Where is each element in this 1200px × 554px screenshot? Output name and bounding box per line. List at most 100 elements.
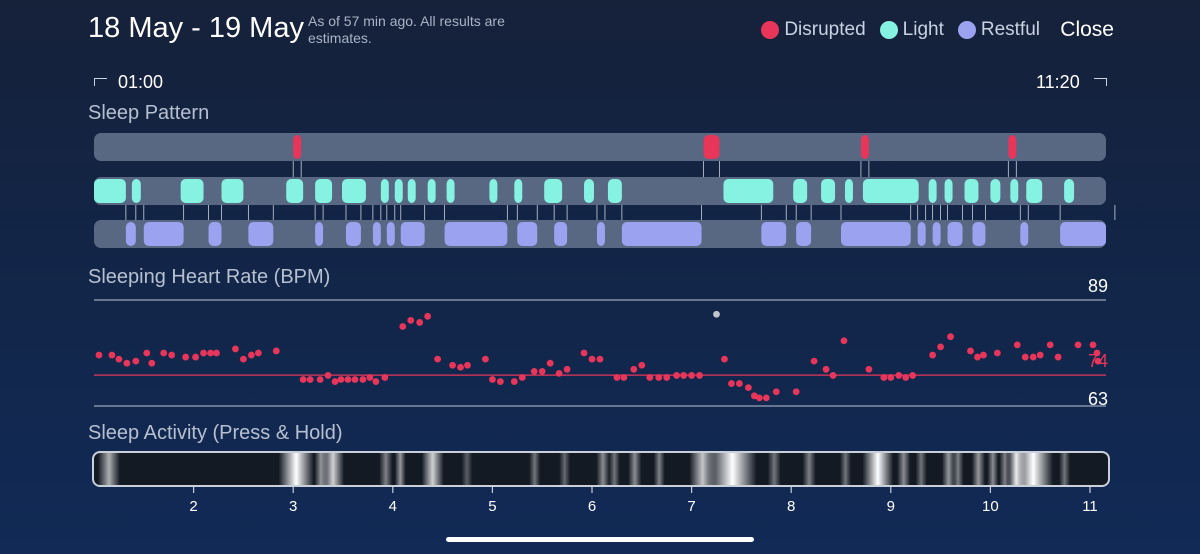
hr-point <box>947 333 954 341</box>
hr-point <box>372 378 380 385</box>
hr-point <box>123 359 131 367</box>
activity-band <box>421 453 444 485</box>
light-segment <box>1026 179 1043 203</box>
activity-band <box>802 453 816 485</box>
hr-point <box>407 316 415 324</box>
hr-point <box>762 394 770 402</box>
restful-segment <box>208 222 222 246</box>
hr-point <box>299 376 307 383</box>
light-dot-icon <box>879 21 898 39</box>
sleep-activity-bar[interactable] <box>92 451 1110 487</box>
hr-point <box>306 376 314 383</box>
activity-band <box>708 453 757 485</box>
restful-segment <box>621 222 702 246</box>
hr-point <box>1036 351 1044 359</box>
hr-point <box>1089 341 1097 349</box>
light-segment <box>94 179 126 203</box>
activity-band <box>767 453 781 485</box>
disrupted-segment <box>1008 135 1017 159</box>
activity-band <box>596 453 610 485</box>
hr-point <box>880 374 888 381</box>
sleep-activity-title: Sleep Activity (Press & Hold) <box>88 422 343 444</box>
activity-band <box>461 453 473 485</box>
light-segment <box>407 179 416 203</box>
activity-band <box>915 453 927 485</box>
legend-disrupted: Disrupted <box>761 19 866 41</box>
axis-tick-label: 5 <box>488 498 496 515</box>
activity-band <box>1013 453 1053 485</box>
hr-point <box>449 361 456 369</box>
hr-point <box>247 351 255 359</box>
hr-point <box>1029 353 1037 361</box>
hr-point <box>974 353 981 361</box>
hr-point <box>399 323 407 330</box>
restful-segment <box>917 222 926 246</box>
light-segment <box>844 179 853 203</box>
activity-band <box>379 453 393 485</box>
hr-point <box>95 351 103 359</box>
hr-max-label: 89 <box>1088 276 1108 296</box>
light-segment <box>380 179 389 203</box>
activity-band <box>97 453 120 485</box>
hr-point <box>168 351 176 359</box>
home-indicator[interactable] <box>446 537 754 542</box>
activity-band <box>529 453 541 485</box>
hr-point <box>254 349 262 357</box>
axis-tick-label: 4 <box>389 498 397 515</box>
restful-segment <box>761 222 787 246</box>
restful-segment <box>596 222 605 246</box>
hr-point <box>351 376 359 383</box>
hr-point <box>620 374 628 381</box>
hr-point <box>1093 349 1101 357</box>
restful-dot-icon <box>957 21 976 39</box>
hr-point <box>563 365 571 373</box>
hr-point <box>1074 341 1082 349</box>
sleep-pattern-chart <box>94 133 1116 248</box>
hr-point <box>359 376 367 383</box>
hr-point <box>688 372 695 379</box>
restful-segment <box>554 222 568 246</box>
hr-point <box>331 378 339 385</box>
hr-point <box>213 349 220 357</box>
legend-light-label: Light <box>902 19 944 40</box>
hr-point <box>530 367 538 375</box>
activity-band <box>941 453 956 485</box>
hr-point <box>829 372 837 379</box>
disrupted-track <box>94 133 1106 161</box>
range-end-bracket-icon[interactable] <box>1094 78 1107 86</box>
hr-point <box>596 355 604 363</box>
light-segment <box>1010 179 1019 203</box>
hr-point <box>200 349 207 357</box>
heart-rate-title: Sleeping Heart Rate (BPM) <box>88 266 331 288</box>
hr-point <box>457 363 464 371</box>
close-button[interactable]: Close <box>1060 18 1114 41</box>
sleep-pattern-title: Sleep Pattern <box>88 102 210 124</box>
hr-point <box>182 353 190 361</box>
hr-point <box>546 359 554 367</box>
hr-point <box>630 365 638 373</box>
light-segment <box>928 179 937 203</box>
restful-segment <box>248 222 274 246</box>
hr-point <box>344 376 352 383</box>
hr-point <box>902 374 910 381</box>
hr-outlier-point <box>713 310 720 318</box>
light-segment <box>446 179 455 203</box>
restful-segment <box>796 222 812 246</box>
hr-point <box>865 365 873 373</box>
legend-restful: Restful <box>957 19 1040 41</box>
hr-point <box>810 357 818 365</box>
light-segment <box>990 179 1001 203</box>
estimate-note: As of 57 min ago. All results are estima… <box>308 13 505 46</box>
hr-point <box>555 369 563 377</box>
activity-band <box>322 453 344 485</box>
hr-point <box>1013 341 1021 349</box>
activity-band <box>278 453 314 485</box>
range-start-bracket-icon[interactable] <box>94 78 107 86</box>
hr-point <box>663 374 671 381</box>
restful-segment <box>345 222 361 246</box>
restful-segment <box>517 222 538 246</box>
legend-light: Light <box>879 19 944 41</box>
light-segment <box>821 179 836 203</box>
hr-point <box>937 343 944 351</box>
light-segment <box>1064 179 1075 203</box>
